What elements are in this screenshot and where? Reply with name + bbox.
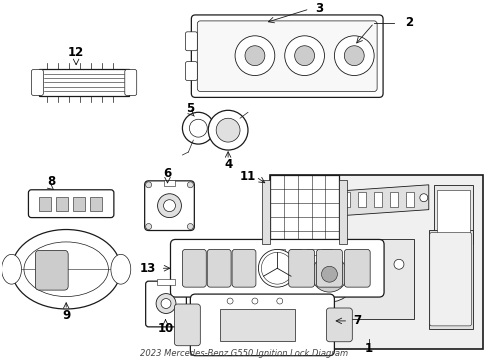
FancyBboxPatch shape bbox=[191, 15, 382, 98]
Circle shape bbox=[157, 194, 181, 217]
Circle shape bbox=[244, 46, 264, 66]
FancyBboxPatch shape bbox=[185, 62, 197, 81]
Circle shape bbox=[145, 182, 151, 188]
Circle shape bbox=[251, 298, 257, 304]
Circle shape bbox=[344, 46, 364, 66]
Bar bbox=[156, 279, 175, 285]
FancyBboxPatch shape bbox=[35, 250, 68, 290]
Bar bbox=[358, 192, 366, 207]
FancyBboxPatch shape bbox=[190, 294, 334, 356]
Text: 10: 10 bbox=[157, 322, 173, 336]
Bar bbox=[290, 249, 300, 255]
Text: 2: 2 bbox=[404, 17, 412, 30]
Circle shape bbox=[261, 252, 293, 284]
Bar bbox=[433, 185, 472, 244]
Text: 6: 6 bbox=[163, 167, 171, 180]
Circle shape bbox=[419, 194, 427, 202]
Bar bbox=[389, 192, 397, 207]
Circle shape bbox=[276, 298, 282, 304]
Circle shape bbox=[334, 36, 373, 76]
Circle shape bbox=[208, 110, 247, 150]
Bar bbox=[322, 249, 332, 255]
FancyBboxPatch shape bbox=[185, 32, 197, 51]
Ellipse shape bbox=[12, 230, 121, 309]
Bar bbox=[436, 190, 469, 239]
Bar bbox=[262, 180, 269, 244]
FancyBboxPatch shape bbox=[232, 249, 255, 287]
Bar bbox=[73, 197, 85, 211]
Bar bbox=[40, 197, 51, 211]
FancyBboxPatch shape bbox=[182, 249, 206, 287]
Bar bbox=[306, 249, 316, 255]
FancyBboxPatch shape bbox=[31, 69, 43, 95]
Text: 4: 4 bbox=[224, 158, 232, 171]
Circle shape bbox=[189, 119, 207, 137]
Circle shape bbox=[187, 224, 193, 230]
Circle shape bbox=[187, 182, 193, 188]
Bar bbox=[56, 197, 68, 211]
Text: 1: 1 bbox=[365, 342, 372, 355]
Ellipse shape bbox=[24, 242, 108, 297]
Circle shape bbox=[301, 246, 357, 302]
Bar bbox=[310, 192, 318, 207]
Bar bbox=[339, 180, 346, 244]
Text: 7: 7 bbox=[352, 314, 361, 327]
Bar bbox=[40, 69, 128, 96]
FancyBboxPatch shape bbox=[344, 249, 369, 287]
Text: 12: 12 bbox=[68, 46, 84, 59]
Bar bbox=[269, 175, 339, 249]
Circle shape bbox=[161, 298, 171, 309]
Circle shape bbox=[285, 196, 293, 204]
Bar bbox=[294, 192, 302, 207]
Circle shape bbox=[294, 46, 314, 66]
FancyBboxPatch shape bbox=[429, 233, 470, 326]
FancyBboxPatch shape bbox=[144, 181, 194, 230]
FancyBboxPatch shape bbox=[174, 304, 200, 346]
Bar bbox=[163, 180, 175, 186]
Text: 8: 8 bbox=[47, 175, 55, 188]
Circle shape bbox=[284, 36, 324, 76]
FancyBboxPatch shape bbox=[145, 281, 186, 327]
Text: 5: 5 bbox=[186, 102, 194, 115]
Bar bbox=[405, 192, 413, 207]
Ellipse shape bbox=[111, 255, 130, 284]
Bar bbox=[269, 175, 483, 349]
Circle shape bbox=[145, 224, 151, 230]
Ellipse shape bbox=[1, 255, 21, 284]
Circle shape bbox=[182, 112, 214, 144]
Text: 11: 11 bbox=[239, 170, 256, 183]
Bar bbox=[90, 197, 102, 211]
Bar bbox=[373, 192, 381, 207]
Circle shape bbox=[311, 256, 346, 292]
Bar bbox=[342, 192, 349, 207]
FancyBboxPatch shape bbox=[326, 308, 351, 342]
FancyBboxPatch shape bbox=[197, 21, 376, 91]
Ellipse shape bbox=[258, 249, 296, 287]
Circle shape bbox=[216, 118, 240, 142]
Circle shape bbox=[321, 266, 337, 282]
Bar bbox=[326, 192, 334, 207]
Circle shape bbox=[226, 298, 233, 304]
Text: 9: 9 bbox=[62, 310, 70, 323]
Text: 3: 3 bbox=[315, 3, 323, 15]
Bar bbox=[284, 239, 413, 319]
Circle shape bbox=[393, 259, 403, 269]
Circle shape bbox=[235, 36, 274, 76]
Bar bbox=[220, 309, 294, 341]
Circle shape bbox=[163, 200, 175, 212]
Text: 13: 13 bbox=[139, 262, 156, 275]
FancyBboxPatch shape bbox=[170, 239, 383, 297]
Text: 2023 Mercedes-Benz G550 Ignition Lock Diagram: 2023 Mercedes-Benz G550 Ignition Lock Di… bbox=[140, 349, 347, 358]
FancyBboxPatch shape bbox=[28, 190, 114, 217]
FancyBboxPatch shape bbox=[124, 69, 137, 95]
Circle shape bbox=[156, 294, 176, 314]
FancyBboxPatch shape bbox=[316, 249, 342, 287]
Polygon shape bbox=[284, 185, 428, 220]
Bar bbox=[274, 249, 284, 255]
FancyBboxPatch shape bbox=[288, 249, 314, 287]
FancyBboxPatch shape bbox=[207, 249, 231, 287]
Bar bbox=[428, 230, 472, 329]
